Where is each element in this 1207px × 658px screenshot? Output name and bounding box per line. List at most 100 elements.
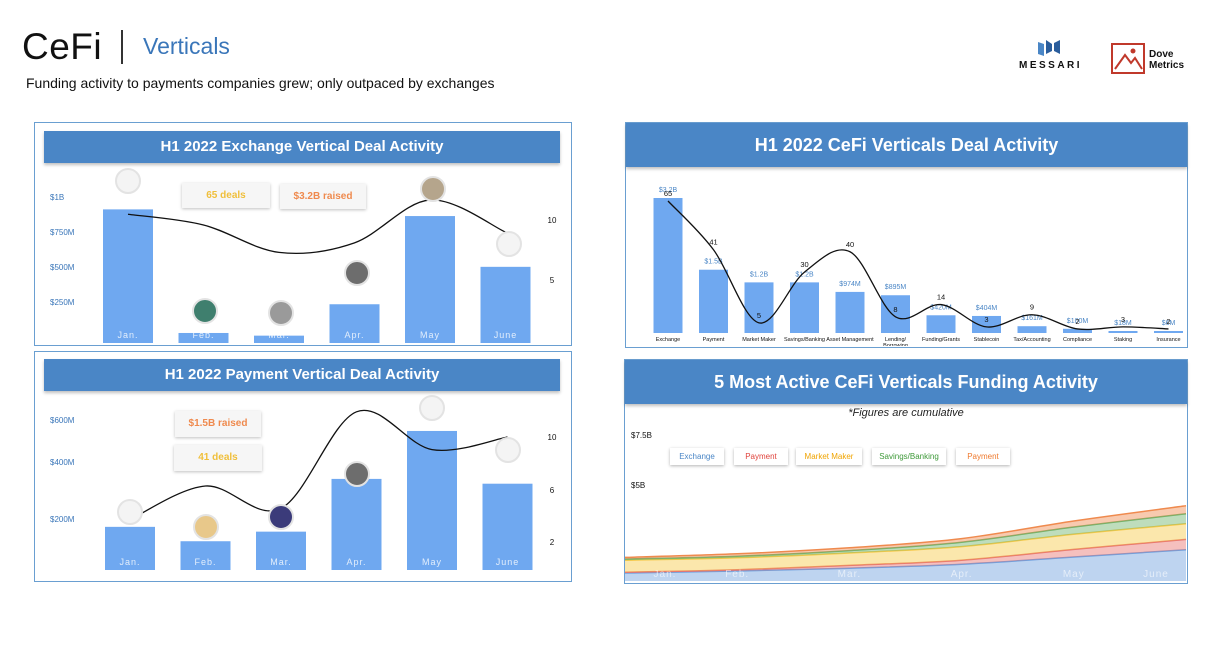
bar-value-label: $161M xyxy=(1021,315,1043,322)
y-tick-label: $7.5B xyxy=(631,431,652,440)
legend-item-savings-banking: Savings/Banking xyxy=(872,448,946,465)
right-axis-tick-label: 6 xyxy=(550,486,555,495)
x-tick-label: May xyxy=(1063,569,1085,580)
bar xyxy=(407,430,457,570)
deal-count-line xyxy=(127,199,506,255)
x-tick-label: Payment xyxy=(703,337,725,343)
y-tick-label: $600M xyxy=(50,416,75,425)
funding-note: *Figures are cumulative xyxy=(848,407,964,419)
area-band xyxy=(625,523,1186,573)
deal-count-label: 40 xyxy=(846,240,854,249)
y-tick-label: $750M xyxy=(50,228,75,237)
area-line xyxy=(625,523,1187,561)
bar-value-label: $404M xyxy=(976,305,998,312)
deal-count-label: 30 xyxy=(800,260,808,269)
circle-dot-logo-icon xyxy=(495,437,521,463)
coinme-logo-icon xyxy=(115,168,141,194)
y-tick-label: $5B xyxy=(631,481,645,490)
exchange-panel xyxy=(34,122,572,346)
dove-metrics-logo-text: Dove Metrics xyxy=(1149,49,1185,71)
x-tick-label: Apr. xyxy=(346,557,366,567)
payment-panel xyxy=(34,351,572,582)
x-tick-label: Feb. xyxy=(725,569,749,580)
deal-count-line xyxy=(129,409,508,521)
bar xyxy=(926,315,956,333)
y-tick-label: $250M xyxy=(50,298,75,307)
deal-count-label: 14 xyxy=(937,293,945,302)
bar-value-label: $420M xyxy=(930,304,952,311)
blue-dot-logo-icon xyxy=(117,499,143,525)
messari-logo-icon xyxy=(1038,40,1060,56)
bar xyxy=(105,526,155,570)
funding-panel xyxy=(624,359,1188,584)
x-tick-label: May xyxy=(420,330,440,340)
x-tick-label: Feb. xyxy=(194,557,216,567)
exchange-chart: $1B $750M $500M $250M Jan. Feb. Mar. Apr. May Jun… xyxy=(50,168,557,343)
deal-count-label: 3 xyxy=(984,315,988,324)
dove-metrics-logo-icon xyxy=(1111,43,1145,74)
x-tick-label: Apr. xyxy=(344,330,364,340)
deal-count-label: 5 xyxy=(757,311,761,320)
bar xyxy=(699,269,728,333)
bar-value-label: $974M xyxy=(839,281,861,288)
bar xyxy=(1108,331,1138,333)
area-line xyxy=(625,538,1187,573)
bar xyxy=(405,216,455,343)
exchange-chart-title: H1 2022 Exchange Vertical Deal Activity xyxy=(44,131,560,163)
x-tick-label: Asset Management xyxy=(826,337,874,343)
funding-chart-title: 5 Most Active CeFi Verticals Funding Act… xyxy=(625,360,1187,404)
slash-logo-icon xyxy=(419,395,445,421)
x-tick-label: Compliance xyxy=(1063,337,1092,343)
area-band xyxy=(625,549,1186,581)
bar-value-label: $1.2B xyxy=(750,271,769,278)
x-tick-label: Jan. xyxy=(119,557,140,567)
x-tick-label: Lending/ xyxy=(885,337,907,343)
right-axis-tick-label: 10 xyxy=(548,216,557,225)
leaf-logo-icon xyxy=(192,298,218,324)
legend-item-exchange: Exchange xyxy=(670,448,724,465)
x-tick-label: Insurance xyxy=(1156,337,1180,343)
rings-logo-icon xyxy=(344,461,370,487)
cube-logo-icon xyxy=(193,514,219,540)
payment-raised-callout: $1.5B raised xyxy=(175,411,261,437)
x-tick-label: May xyxy=(422,557,442,567)
bar xyxy=(103,209,153,343)
circle-logo-icon xyxy=(268,300,294,326)
tiles-logo-icon xyxy=(344,260,370,286)
payment-chart: $600M $400M $200M Jan. Feb. Mar. Apr. May June 10… xyxy=(50,395,557,570)
deal-count-label: 41 xyxy=(709,238,717,247)
area-line xyxy=(625,505,1187,559)
area-band xyxy=(625,539,1186,573)
x-tick-label: Market Maker xyxy=(742,337,776,343)
deal-count-label: 3 xyxy=(1121,315,1125,324)
x-tick-label: Mar. xyxy=(270,557,292,567)
funding-chart: $7.5B $5B Jan. Feb. Mar. Apr. May June xyxy=(625,431,1187,581)
bar-value-label: $6M xyxy=(1162,320,1176,327)
deal-count-label: 8 xyxy=(893,305,897,314)
x-tick-label: Stablecoin xyxy=(974,337,1000,343)
bar xyxy=(790,282,819,333)
bar-value-label: $100M xyxy=(1067,318,1089,325)
bar xyxy=(972,315,1001,333)
refresh-logo-icon xyxy=(496,231,522,257)
legend-item-payment-2: Payment xyxy=(956,448,1010,465)
bar xyxy=(254,335,304,343)
bar xyxy=(881,295,910,333)
deal-count-label: 9 xyxy=(1030,303,1034,312)
exchange-deals-callout: 65 deals xyxy=(182,183,270,208)
x-tick-label: Mar. xyxy=(838,569,861,580)
bar-value-label: $1.2B xyxy=(795,271,814,278)
verticals-chart: $3.2B Exchange 65 $1.5B Payment 41 $1.2B Market… xyxy=(653,187,1183,346)
y-tick-label: $400M xyxy=(50,458,75,467)
bar-value-label: $18M xyxy=(1114,320,1132,327)
page-subtitle: Funding activity to payments companies g… xyxy=(26,75,495,91)
y-tick-label: $500M xyxy=(50,263,75,272)
x-tick-label: Savings/Banking xyxy=(784,337,825,343)
section-title: Verticals xyxy=(143,33,230,59)
legend-item-market-maker: Market Maker xyxy=(796,448,862,465)
area-line xyxy=(625,549,1187,574)
bar-value-label: $3.2B xyxy=(659,187,678,194)
deal-count-label: 2 xyxy=(1075,317,1079,326)
deal-count-line xyxy=(667,200,1169,331)
y-tick-label: $200M xyxy=(50,515,75,524)
